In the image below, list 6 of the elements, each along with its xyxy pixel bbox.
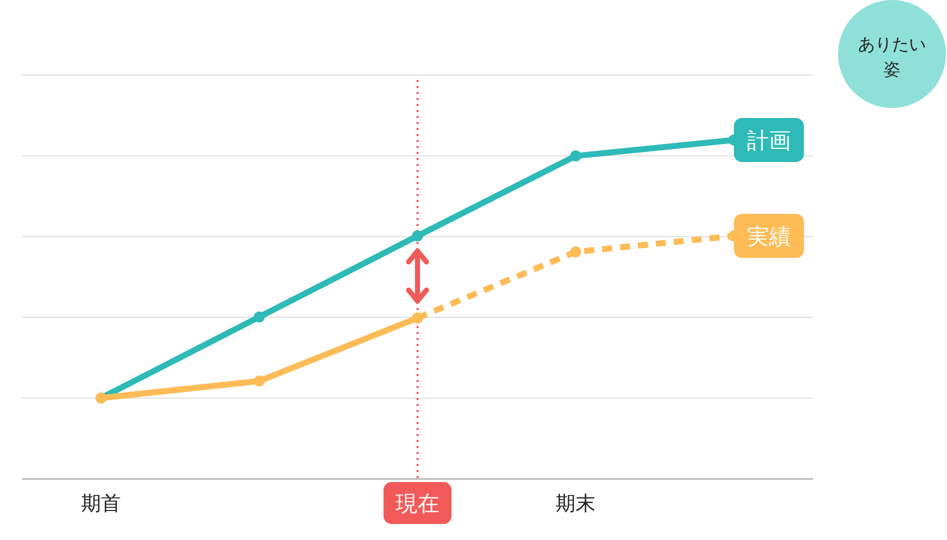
text: ありたい姿 — [858, 35, 926, 80]
series-label: 計画 — [746, 129, 791, 154]
x-tick-label: 期首 — [81, 491, 122, 515]
text: 実績 — [746, 224, 791, 250]
x-tick-label: 現在 — [396, 492, 440, 517]
x-tick-label: 期末 — [556, 491, 596, 515]
